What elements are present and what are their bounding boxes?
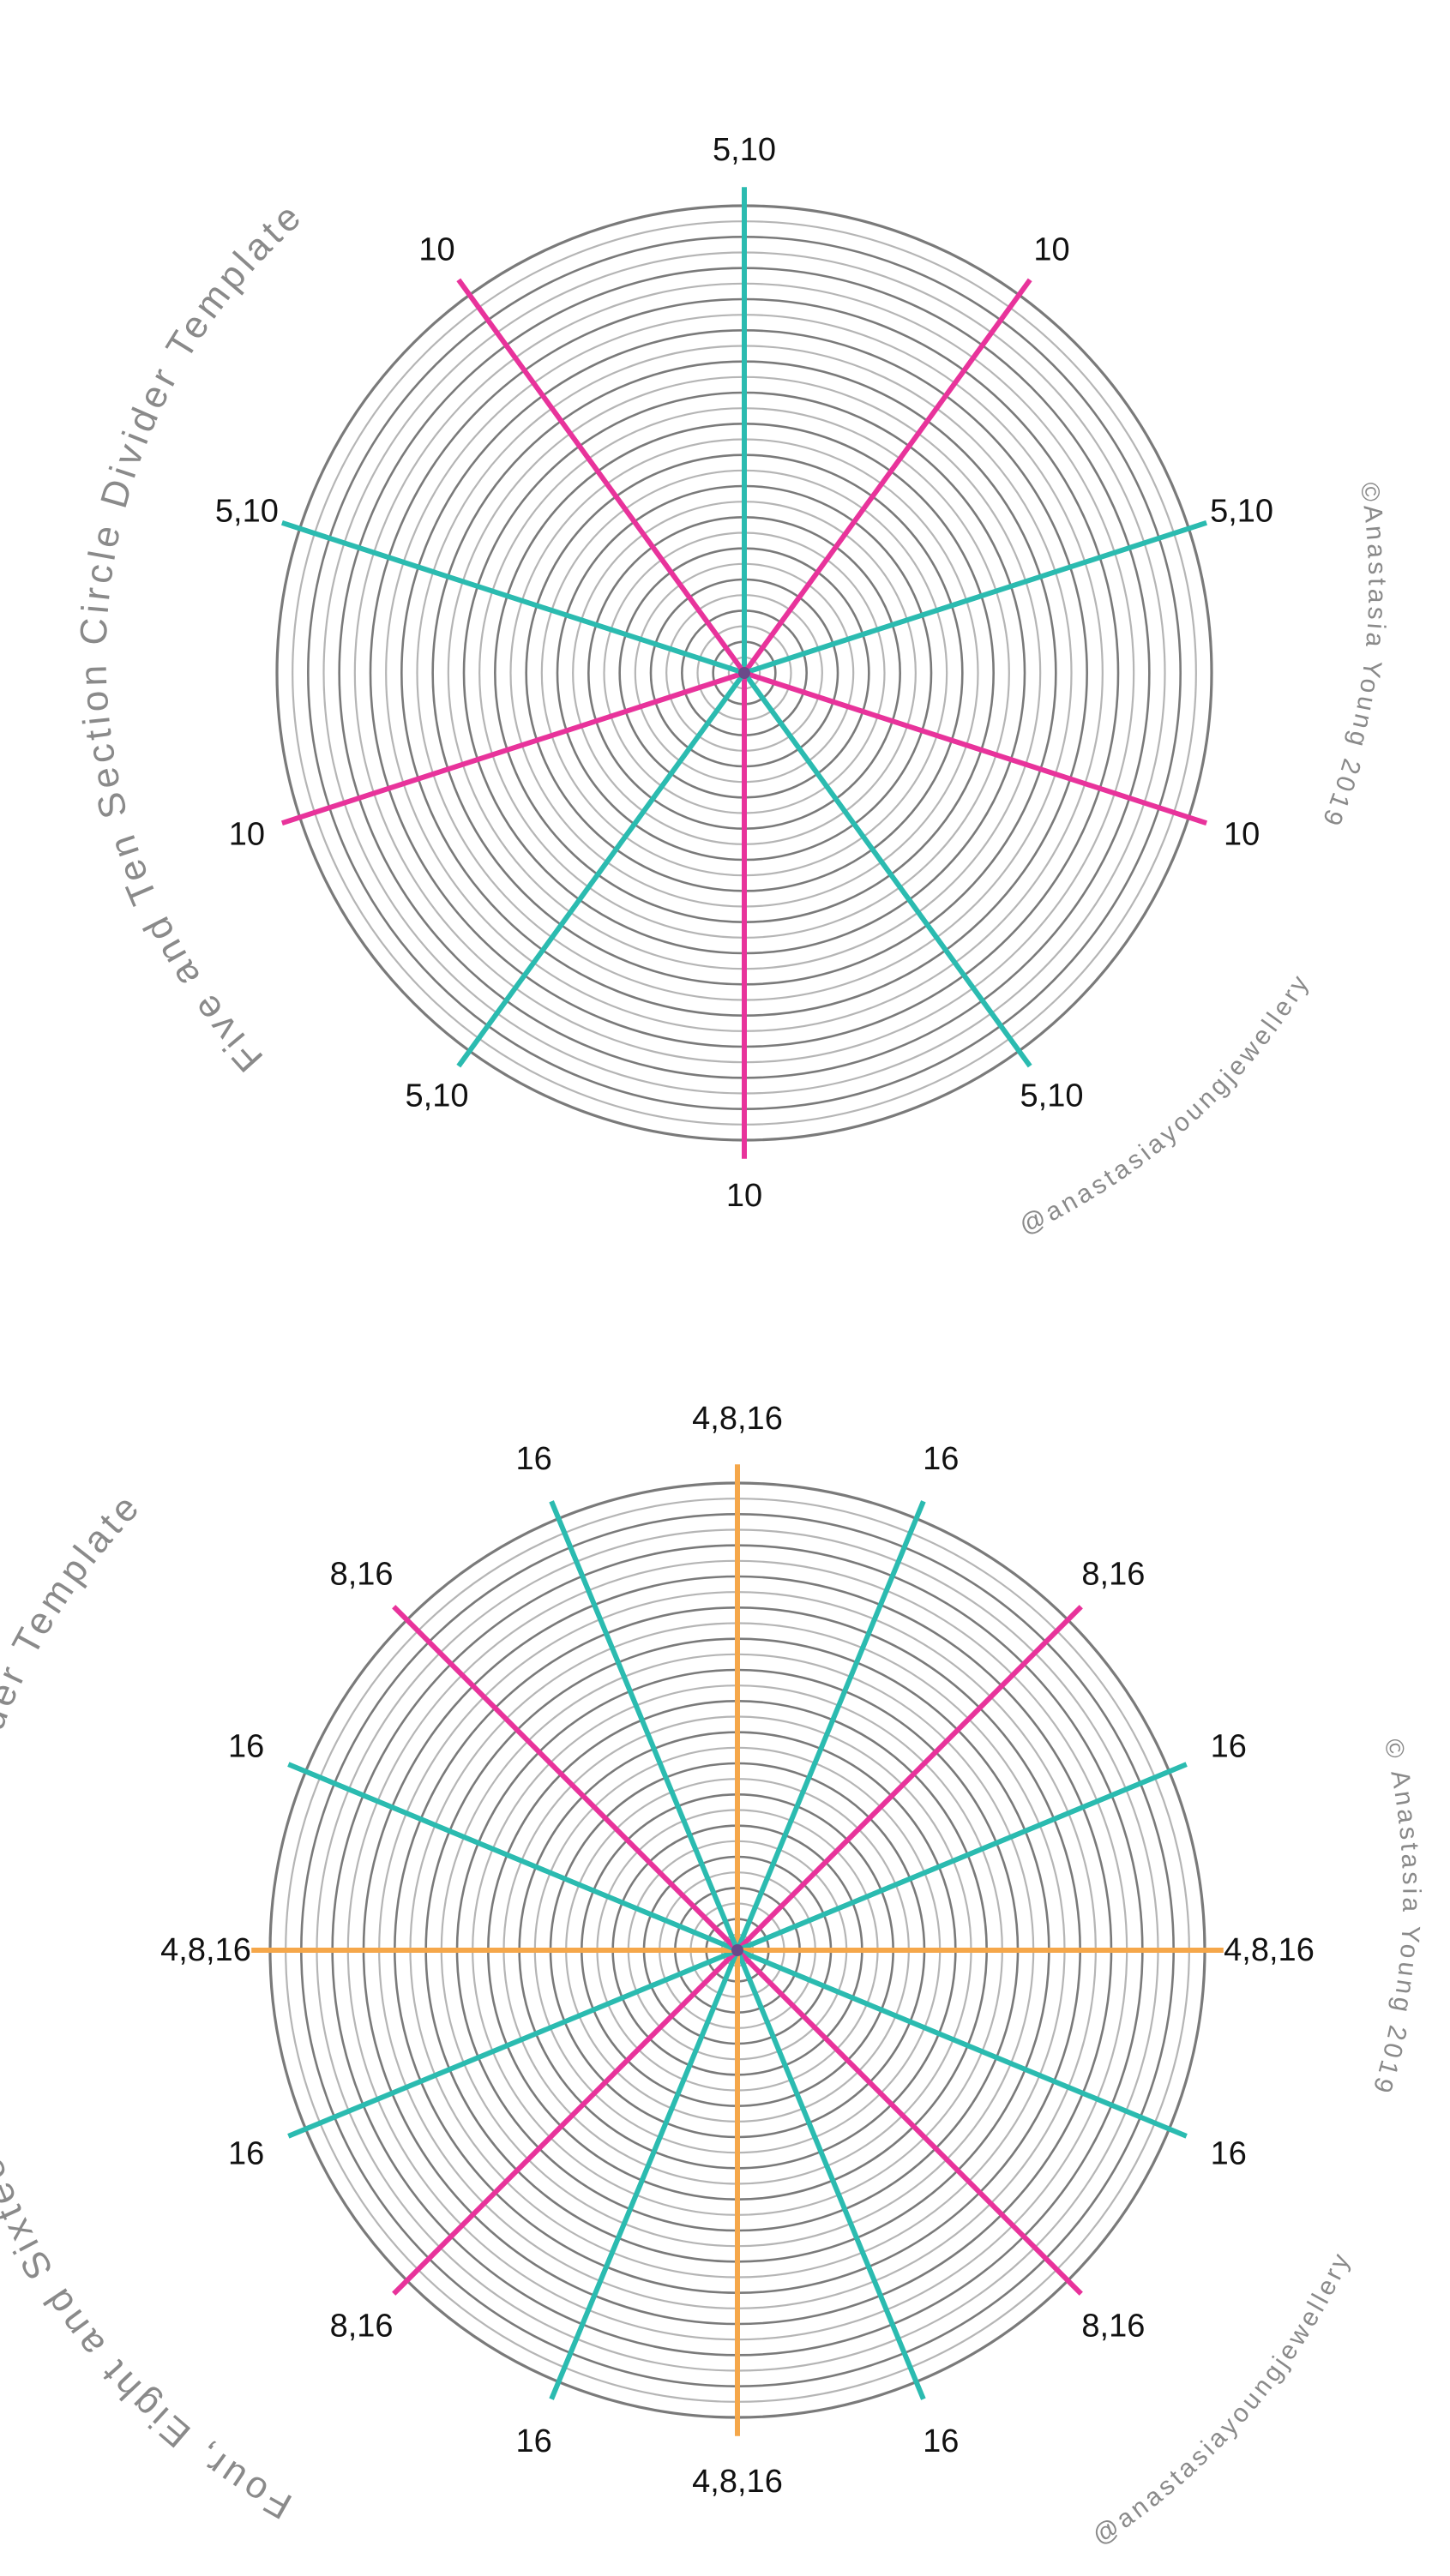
spoke-label: 16 (516, 1441, 552, 1477)
spoke-line (735, 1949, 926, 2400)
divider-spokes (280, 187, 1208, 1159)
divider-spokes (251, 1464, 1224, 2436)
spoke-line (392, 1948, 740, 2296)
copyright-text: ©Anastasia Young 2019 (1315, 481, 1391, 832)
spoke-label: 16 (923, 1441, 959, 1477)
instagram-handle: @anastasiayoungjewellery (1087, 2247, 1357, 2551)
spoke-line (742, 278, 1032, 675)
spoke-labels: 4,8,16 16 8,16 16 4,8,16 16 8,16 16 4,8,16 16 8,16… (160, 1401, 1315, 2500)
spoke-line (549, 1949, 740, 2400)
spoke-label: 5,10 (1020, 1078, 1084, 1114)
spoke-line (456, 671, 747, 1068)
spoke-line (280, 670, 745, 826)
spoke-label: 16 (228, 2135, 264, 2171)
spoke-line (735, 1500, 926, 1952)
spoke-label: 5,10 (406, 1078, 469, 1114)
template-title: Four, Eight and Sixteen Section Circle D… (0, 1484, 298, 2527)
spoke-label: 4,8,16 (692, 1401, 783, 1437)
template-four-eight-sixteen: 4,8,16 16 8,16 16 4,8,16 16 8,16 16 4,8,16 16 8,16… (0, 1401, 1425, 2551)
spoke-label: 16 (516, 2423, 552, 2459)
spoke-label: 8,16 (330, 1557, 394, 1593)
spoke-labels: 5,10 10 5,10 10 5,10 10 5,10 10 5,10 10 (215, 132, 1273, 1214)
copyright-text: © Anastasia Young 2019 (1366, 1736, 1425, 2099)
spoke-line (743, 670, 1208, 826)
spoke-line (287, 1948, 739, 2139)
spoke-line (743, 519, 1208, 676)
spoke-line (456, 278, 747, 675)
spoke-line (549, 1500, 740, 1952)
template-title: Five and Ten Section Circle Divider Temp… (73, 193, 312, 1079)
spoke-label: 10 (726, 1178, 762, 1214)
spoke-line (736, 1762, 1188, 1953)
spoke-label: 4,8,16 (160, 1932, 251, 1968)
spoke-line (736, 1948, 1188, 2139)
spoke-line (735, 1948, 1083, 2296)
spoke-label: 10 (1033, 232, 1069, 268)
spoke-label: 16 (1211, 2135, 1247, 2171)
center-point (731, 1944, 743, 1956)
spoke-line (392, 1605, 740, 1953)
spoke-line (280, 519, 745, 676)
spoke-label: 10 (1224, 817, 1260, 853)
spoke-label: 16 (228, 1729, 264, 1765)
spoke-line (287, 1762, 739, 1953)
spoke-label: 8,16 (1081, 1557, 1145, 1593)
spoke-label: 10 (418, 232, 454, 268)
spoke-label: 5,10 (713, 132, 776, 168)
spoke-line (735, 1605, 1083, 1953)
spoke-label: 16 (1211, 1729, 1247, 1765)
spoke-line (742, 671, 1032, 1068)
spoke-label: 8,16 (330, 2308, 394, 2344)
spoke-label: 16 (923, 2423, 959, 2459)
spoke-label: 4,8,16 (1224, 1932, 1315, 1968)
spoke-label: 5,10 (215, 494, 279, 530)
spoke-label: 4,8,16 (692, 2464, 783, 2500)
spoke-label: 10 (229, 817, 265, 853)
center-point (738, 667, 750, 679)
spoke-label: 5,10 (1210, 494, 1273, 530)
template-five-ten: 5,10 10 5,10 10 5,10 10 5,10 10 5,10 10 Five and … (73, 132, 1391, 1240)
spoke-label: 8,16 (1081, 2308, 1145, 2344)
